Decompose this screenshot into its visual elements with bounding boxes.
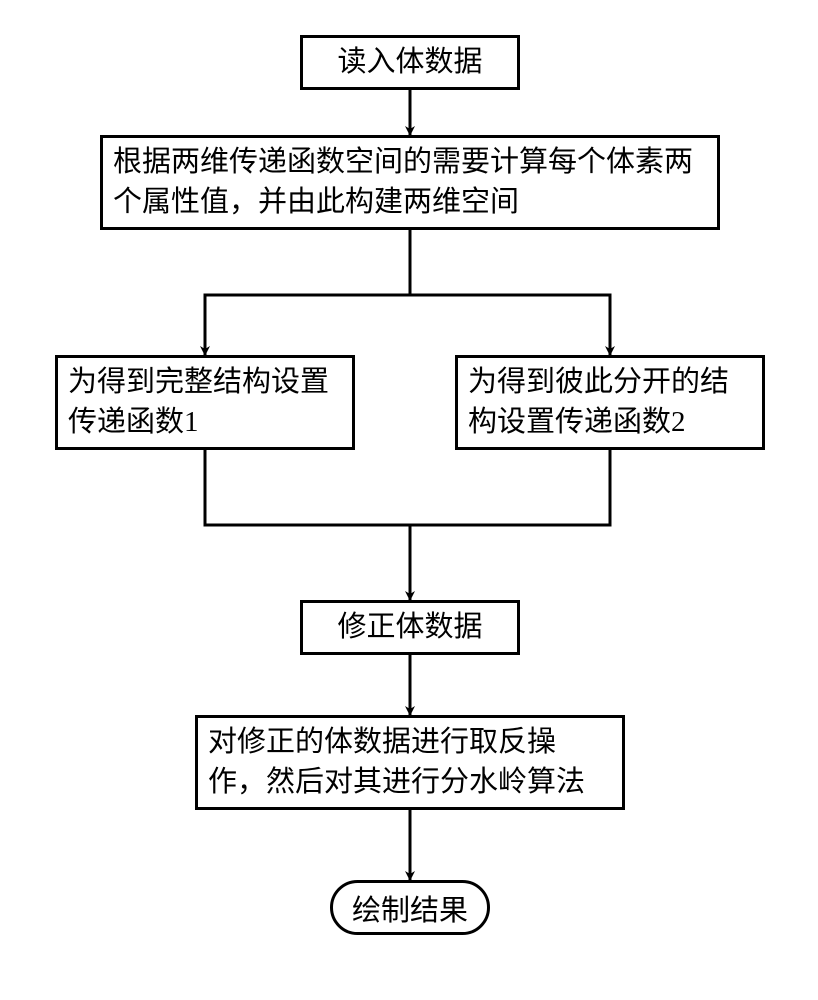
node-label: 根据两维传递函数空间的需要计算每个体素两个属性值，并由此构建两维空间 [113, 143, 707, 221]
node-tf2: 为得到彼此分开的结构设置传递函数2 [455, 355, 765, 450]
edge [205, 230, 410, 355]
node-label: 为得到彼此分开的结构设置传递函数2 [468, 363, 752, 441]
edge [410, 450, 610, 525]
node-label: 为得到完整结构设置传递函数1 [68, 363, 342, 441]
edge [205, 450, 410, 525]
node-label: 读入体数据 [313, 43, 507, 82]
node-draw-result: 绘制结果 [330, 880, 490, 935]
flowchart-canvas: 读入体数据 根据两维传递函数空间的需要计算每个体素两个属性值，并由此构建两维空间… [0, 0, 818, 1000]
node-label: 对修正的体数据进行取反操作，然后对其进行分水岭算法 [208, 723, 612, 801]
node-read-data: 读入体数据 [300, 35, 520, 90]
node-correct-data: 修正体数据 [300, 600, 520, 655]
node-label: 修正体数据 [313, 608, 507, 647]
node-label: 绘制结果 [352, 887, 468, 929]
node-compute-attrs: 根据两维传递函数空间的需要计算每个体素两个属性值，并由此构建两维空间 [100, 135, 720, 230]
node-invert-watershed: 对修正的体数据进行取反操作，然后对其进行分水岭算法 [195, 715, 625, 810]
node-tf1: 为得到完整结构设置传递函数1 [55, 355, 355, 450]
edge [410, 230, 610, 355]
